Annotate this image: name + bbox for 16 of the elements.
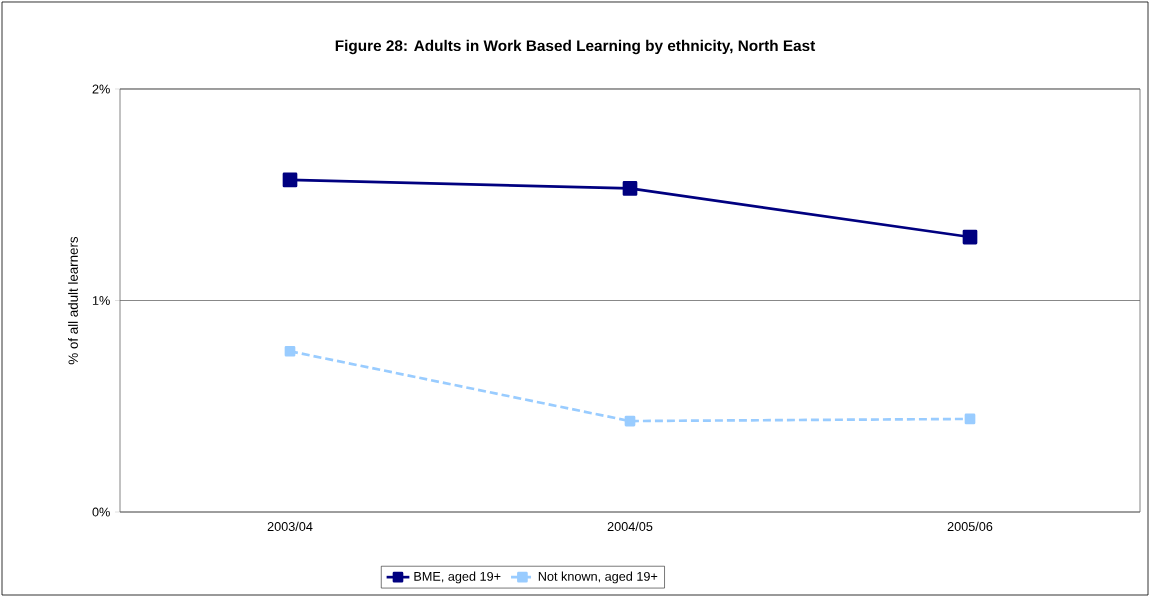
chart-title: Figure 28: Adults in Work Based Learning by ethnicity, North East bbox=[335, 39, 816, 55]
y-tick-label: 1% bbox=[92, 296, 110, 305]
point bbox=[622, 181, 638, 196]
x-tick-label: 2003/04 bbox=[267, 521, 313, 532]
y-tick-label: 2% bbox=[92, 84, 110, 94]
legend-label: Not known, aged 19+ bbox=[538, 571, 658, 584]
y-axis-title: % of all adult learners bbox=[68, 236, 78, 365]
point bbox=[964, 413, 976, 425]
point bbox=[624, 415, 636, 427]
y-tick-label: 0% bbox=[92, 507, 110, 517]
x-tick-label: 2004/05 bbox=[607, 521, 653, 532]
point bbox=[962, 229, 978, 245]
point bbox=[284, 345, 296, 357]
point bbox=[282, 172, 298, 188]
x-tick-label: 2005/06 bbox=[947, 521, 993, 532]
legend-label: BME, aged 19+ bbox=[414, 571, 501, 584]
